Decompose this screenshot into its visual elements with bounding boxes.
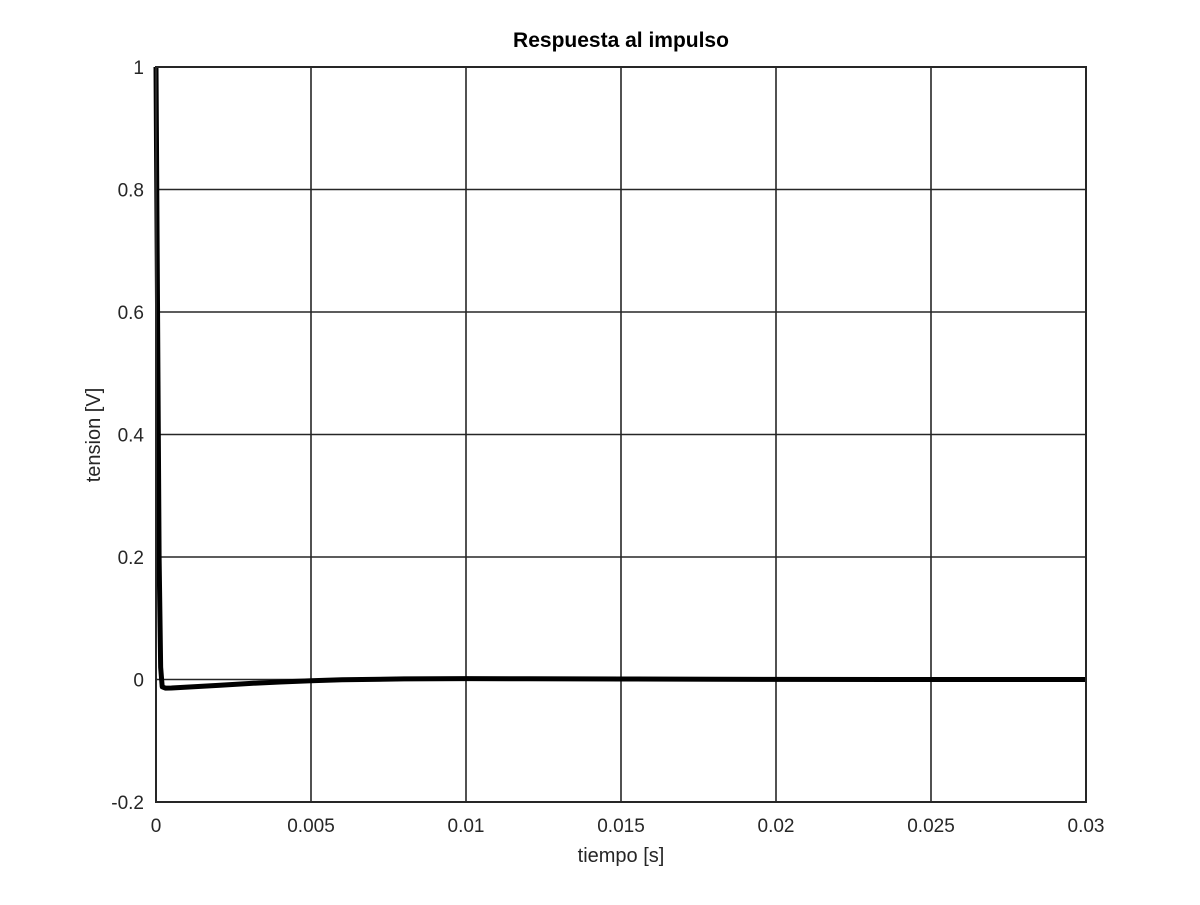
x-tick-labels: 0 0.005 0.01 0.015 0.02 0.025 0.03 — [151, 816, 1105, 837]
y-tick-label: 0.6 — [118, 303, 144, 324]
x-axis-title: tiempo [s] — [578, 845, 665, 867]
impulse-response-line — [153, 66, 1086, 691]
series-layer — [153, 66, 1086, 691]
x-tick-label: 0.015 — [597, 816, 645, 837]
y-tick-label: 0.4 — [118, 426, 145, 447]
chart-title: Respuesta al impulso — [513, 29, 729, 52]
x-tick-label: 0.025 — [907, 816, 955, 837]
grid — [155, 66, 1087, 803]
y-tick-labels: -0.2 0 0.2 0.4 0.6 0.8 1 — [111, 58, 144, 814]
y-tick-label: 0.2 — [118, 548, 144, 569]
plot-frame — [155, 66, 1087, 803]
y-axis-title: tension [V] — [83, 388, 105, 483]
x-tick-label: 0 — [151, 816, 162, 837]
y-tick-label: -0.2 — [111, 793, 144, 814]
x-tick-label: 0.03 — [1068, 816, 1105, 837]
y-tick-label: 0 — [133, 671, 144, 692]
x-tick-label: 0.01 — [448, 816, 485, 837]
y-tick-label: 0.8 — [118, 181, 144, 202]
x-tick-label: 0.005 — [287, 816, 335, 837]
y-tick-label: 1 — [133, 58, 144, 79]
x-tick-label: 0.02 — [758, 816, 795, 837]
